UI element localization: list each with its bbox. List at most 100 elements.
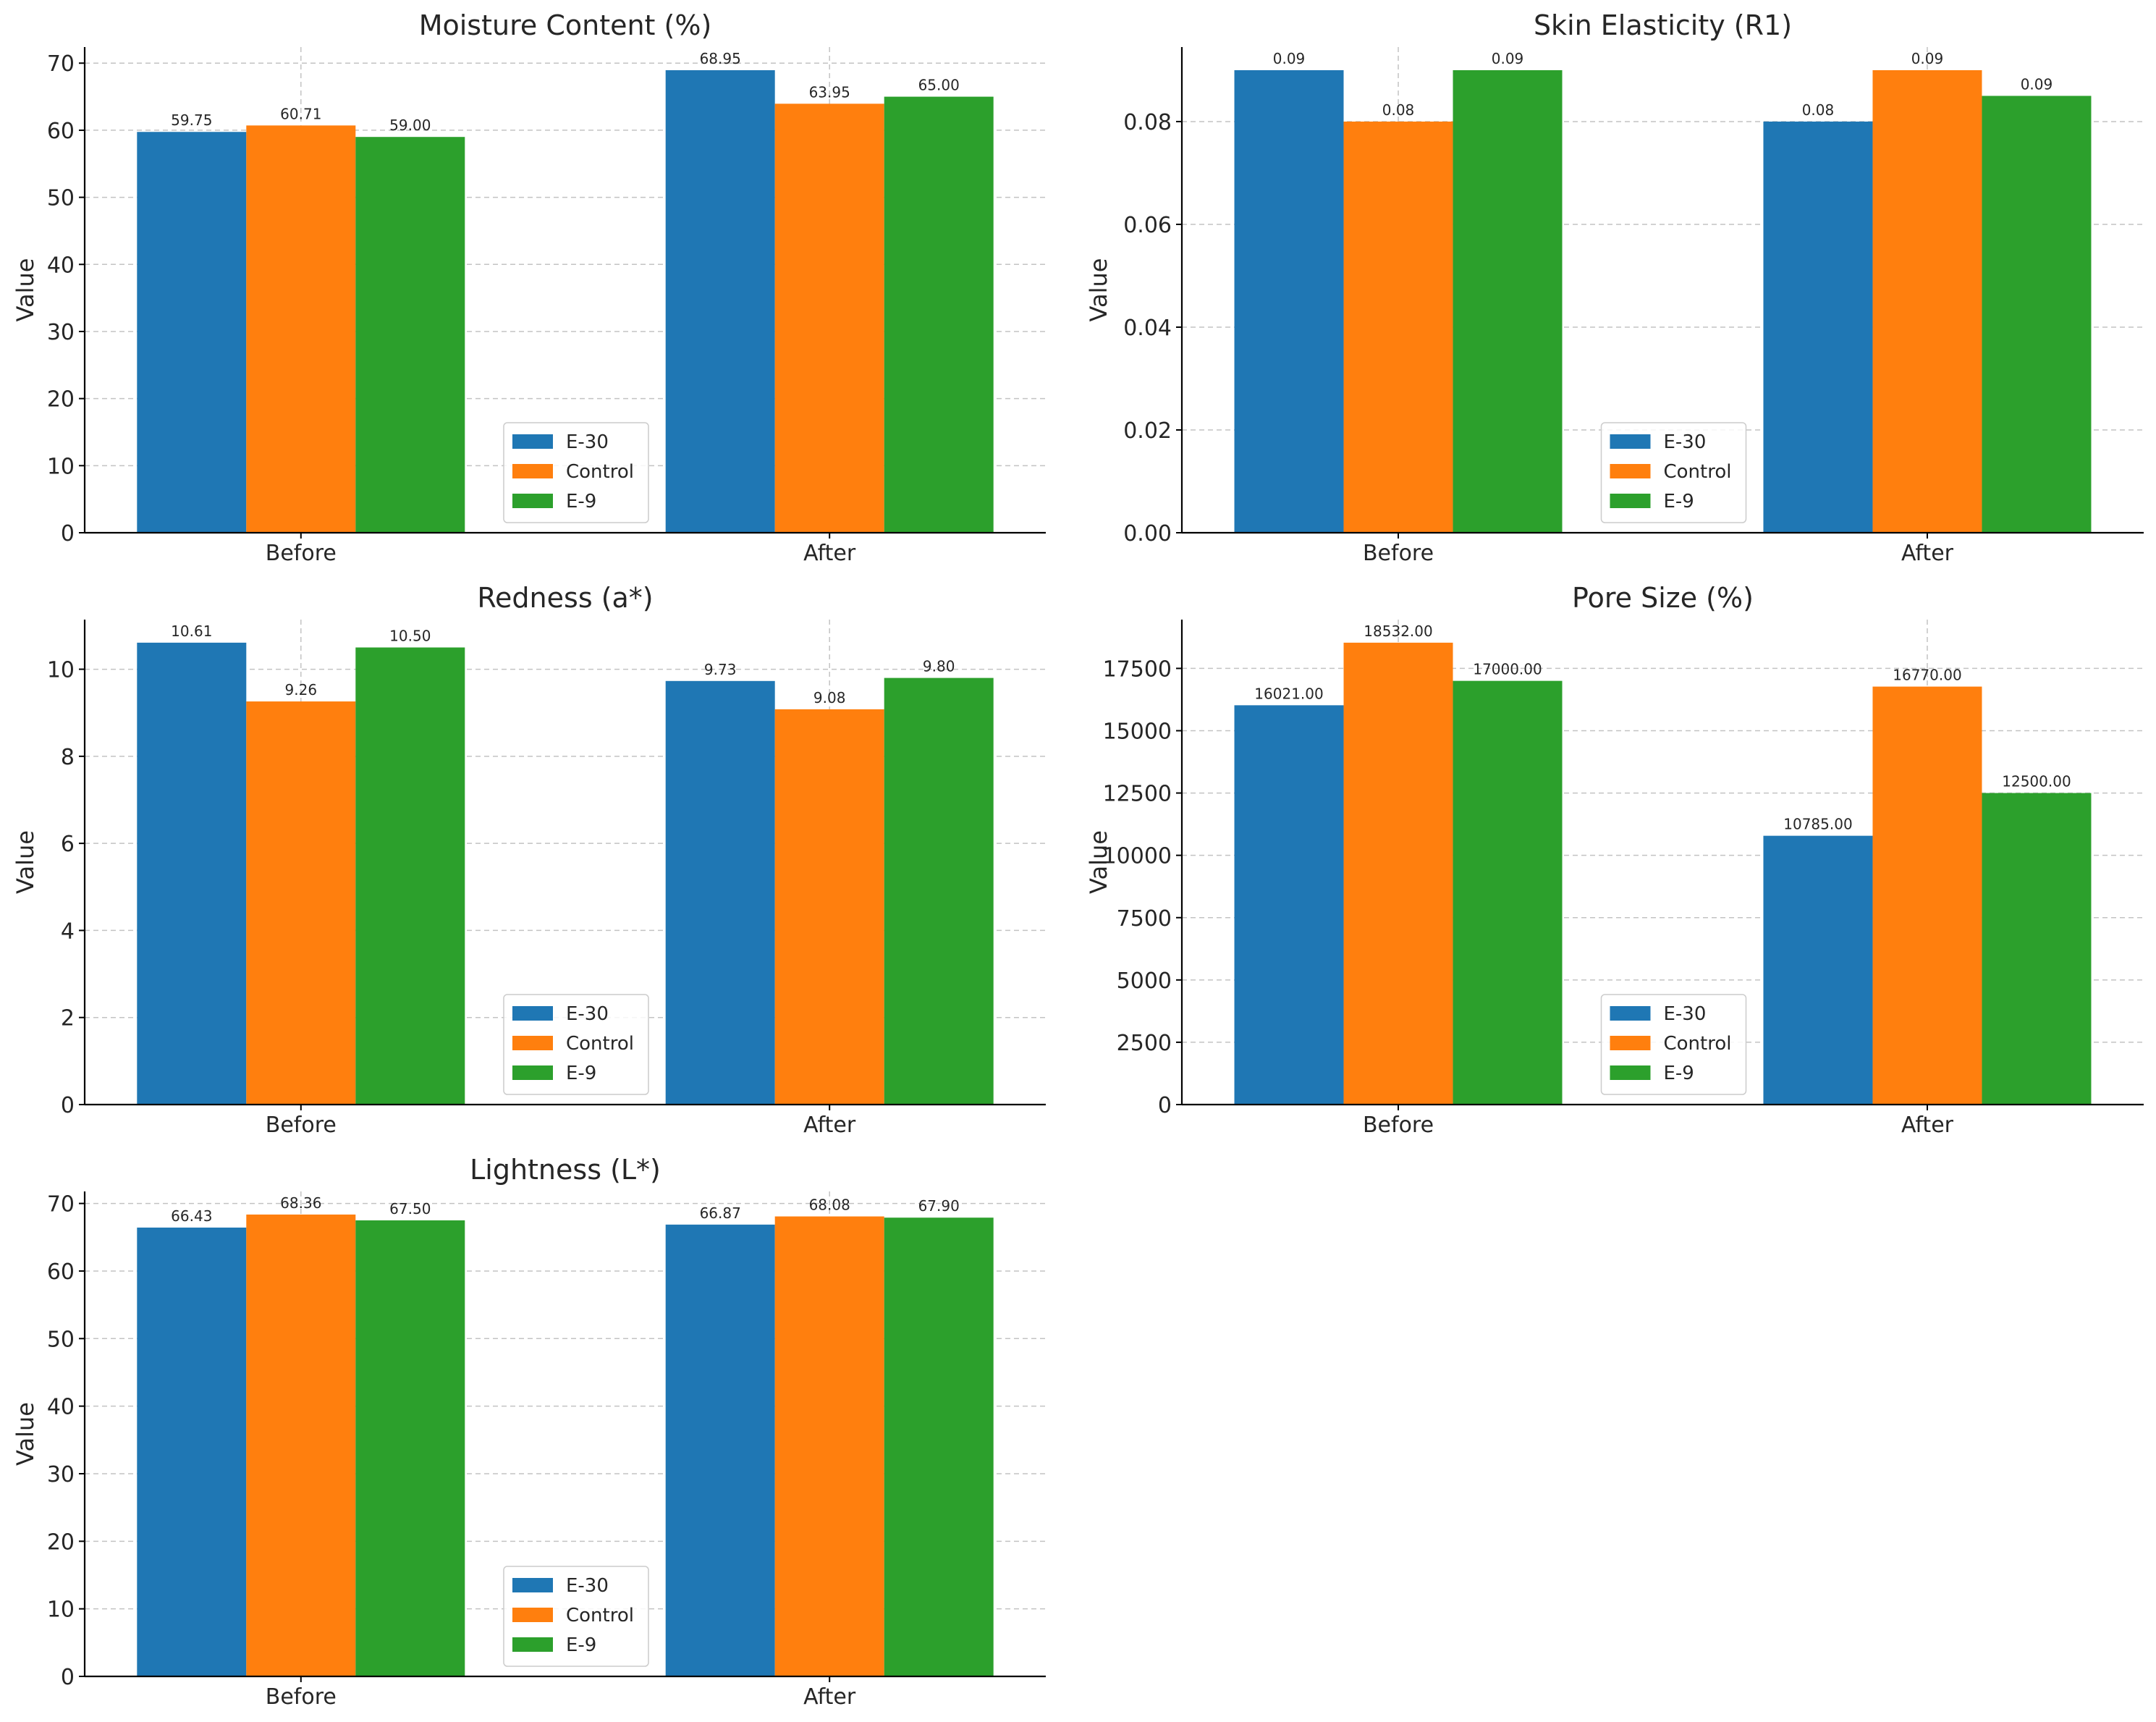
bar-E-9-After — [1982, 793, 2092, 1105]
legend: E-30 Control E-9 — [503, 1566, 649, 1667]
bar-E-30-After — [665, 1224, 775, 1676]
bar-E-30-Before — [1234, 705, 1344, 1105]
y-tick-label: 60 — [47, 1259, 75, 1285]
y-tick-label: 2500 — [1117, 1031, 1172, 1056]
data-label: 0.09 — [1911, 50, 1944, 67]
chart-title: Lightness (L*) — [470, 1154, 661, 1186]
data-label: 63.95 — [809, 83, 850, 101]
y-tick-label: 8 — [61, 745, 75, 770]
legend-swatch-E-9 — [1610, 494, 1651, 508]
legend-swatch-Control — [1610, 464, 1651, 478]
legend-label: E-9 — [566, 1063, 596, 1084]
legend-label: E-9 — [1664, 1063, 1694, 1084]
y-tick-label: 30 — [47, 320, 75, 345]
y-tick-label: 7500 — [1117, 906, 1172, 932]
legend: E-30 Control E-9 — [1600, 422, 1747, 523]
x-tick-label: Before — [1363, 1113, 1434, 1138]
data-label: 68.08 — [809, 1196, 850, 1214]
legend-label: E-30 — [1664, 1003, 1707, 1025]
y-tick-label: 0.08 — [1123, 110, 1172, 135]
y-axis-label: Value — [12, 830, 39, 894]
bar-E-9-Before — [355, 137, 465, 533]
legend-swatch-E-30 — [512, 1578, 553, 1592]
data-label: 67.90 — [918, 1197, 960, 1215]
legend-label: E-30 — [566, 1003, 609, 1025]
chart-title: Moisture Content (%) — [419, 9, 712, 41]
chart-3: 10.61 9.73 9.26 9.08 10.50 9.80 0 2 4 6 8 10 Before A… — [12, 582, 1046, 1138]
bar-E-30-After — [1763, 121, 1873, 533]
bar-Control-Before — [246, 701, 356, 1105]
y-tick-label: 2 — [61, 1006, 75, 1031]
legend-swatch-E-9 — [512, 1065, 553, 1080]
bar-Control-After — [774, 1216, 884, 1676]
y-tick-label: 10 — [47, 454, 75, 479]
bar-Control-After — [774, 104, 884, 533]
chart-5: 66.43 66.87 68.36 68.08 67.50 67.90 0 10 20 30 40 5… — [12, 1154, 1046, 1710]
data-label: 0.09 — [2021, 75, 2053, 93]
bar-Control-Before — [1343, 642, 1453, 1105]
y-tick-label: 50 — [47, 1327, 75, 1352]
y-tick-label: 15000 — [1103, 719, 1172, 745]
data-label: 65.00 — [918, 77, 960, 94]
data-label: 10.61 — [171, 622, 212, 640]
bar-E-30-Before — [137, 1227, 247, 1676]
bar-Control-Before — [246, 1214, 356, 1676]
legend-swatch-E-30 — [1610, 434, 1651, 449]
bar-Control-After — [1872, 69, 1982, 533]
bar-E-9-After — [884, 96, 994, 533]
bar-E-30-Before — [137, 642, 247, 1105]
y-tick-label: 17500 — [1103, 657, 1172, 682]
y-tick-label: 20 — [47, 387, 75, 413]
y-tick-label: 0.00 — [1123, 521, 1172, 546]
y-tick-label: 0 — [61, 1665, 75, 1690]
legend-swatch-E-30 — [512, 1006, 553, 1021]
x-tick-label: After — [1901, 541, 1954, 566]
x-tick-label: After — [803, 1113, 856, 1138]
legend: E-30 Control E-9 — [1600, 994, 1747, 1095]
bar-E-9-Before — [1453, 680, 1563, 1105]
y-axis-label: Value — [12, 258, 39, 322]
y-tick-label: 0 — [61, 521, 75, 546]
legend-swatch-E-30 — [1610, 1006, 1651, 1021]
legend-label: E-30 — [566, 1575, 609, 1597]
y-tick-label: 10 — [47, 658, 75, 683]
data-label: 12500.00 — [2002, 773, 2071, 790]
y-axis-label: Value — [1085, 830, 1112, 894]
data-label: 66.43 — [171, 1207, 212, 1225]
legend-swatch-E-9 — [512, 494, 553, 508]
legend: E-30 Control E-9 — [503, 994, 649, 1095]
chart-2: 0.09 0.08 0.08 0.09 0.09 0.09 0.00 0.02 0.04 0.06… — [1085, 9, 2144, 566]
y-tick-label: 5000 — [1117, 968, 1172, 994]
x-tick-label: After — [803, 541, 856, 566]
legend-swatch-E-30 — [512, 434, 553, 449]
bar-Control-After — [1872, 686, 1982, 1105]
y-tick-label: 0 — [61, 1093, 75, 1118]
y-tick-label: 12500 — [1103, 782, 1172, 807]
y-tick-label: 20 — [47, 1529, 75, 1555]
bar-Control-Before — [1343, 121, 1453, 533]
chart-1: 59.75 68.95 60.71 63.95 59.00 65.00 0 10 20 30 40 5… — [12, 9, 1046, 566]
bar-E-30-Before — [1234, 69, 1344, 533]
legend-label: E-30 — [1664, 431, 1707, 453]
data-label: 16770.00 — [1893, 667, 1961, 684]
legend-swatch-Control — [512, 1036, 553, 1050]
data-label: 68.95 — [700, 50, 741, 67]
legend-swatch-Control — [512, 1608, 553, 1622]
legend-label: Control — [566, 461, 634, 483]
y-tick-label: 0 — [1158, 1093, 1172, 1118]
bar-E-30-After — [665, 680, 775, 1105]
y-tick-label: 50 — [47, 186, 75, 211]
data-label: 16021.00 — [1254, 685, 1323, 702]
bar-E-30-Before — [137, 132, 247, 533]
data-label: 59.75 — [171, 111, 212, 129]
y-tick-label: 6 — [61, 832, 75, 857]
x-tick-label: Before — [266, 1113, 337, 1138]
chart-title: Skin Elasticity (R1) — [1534, 9, 1792, 41]
y-axis-label: Value — [1085, 258, 1112, 322]
legend-label: Control — [566, 1605, 634, 1626]
legend-label: Control — [1664, 1033, 1732, 1055]
chart-title: Pore Size (%) — [1572, 582, 1754, 614]
data-label: 17000.00 — [1473, 661, 1542, 678]
legend-label: Control — [1664, 461, 1732, 483]
